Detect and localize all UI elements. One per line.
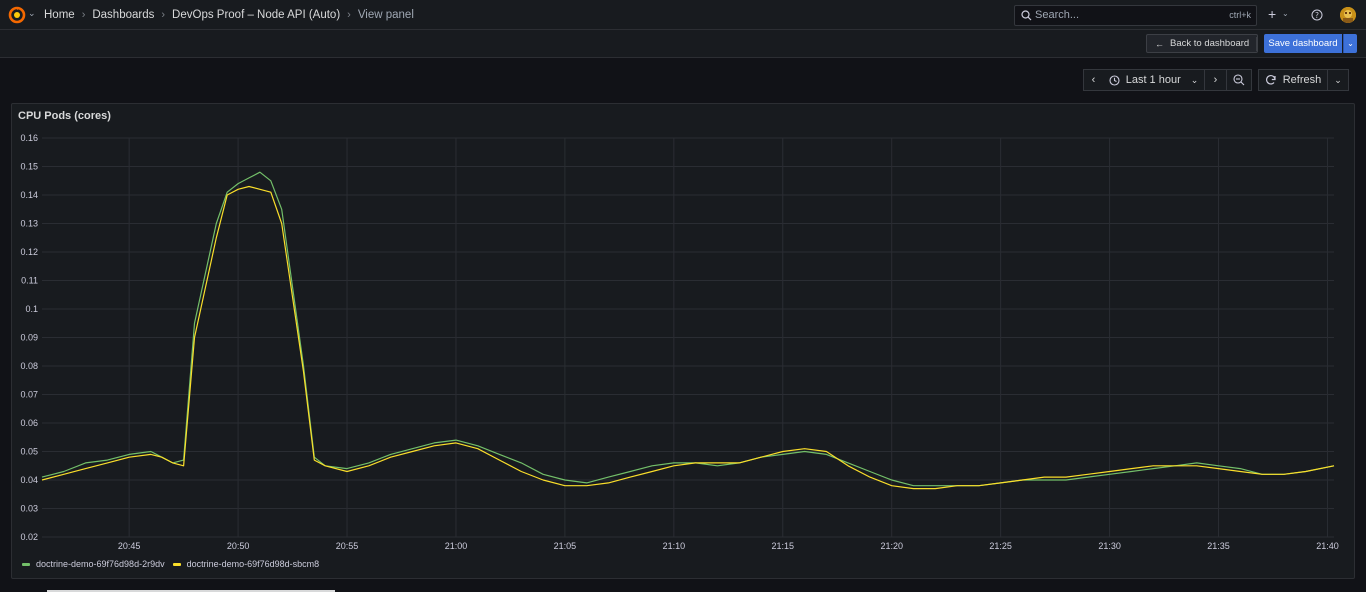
- y-tick-label: 0.08: [20, 361, 38, 371]
- search-shortcut: ctrl+k: [1229, 10, 1251, 20]
- y-tick-label: 0.04: [20, 475, 38, 485]
- x-tick-label: 21:35: [1207, 541, 1230, 551]
- breadcrumb: Home › Dashboards › DevOps Proof – Node …: [44, 0, 414, 30]
- legend-swatch: [22, 562, 30, 566]
- x-tick-label: 20:50: [227, 541, 250, 551]
- time-series-chart[interactable]: 0.02 0.03 0.04 0.05 0.06 0.07 0.08 0.09 0.1 0.11 0…: [12, 104, 1356, 580]
- chevron-down-icon[interactable]: ⌄: [28, 8, 36, 18]
- chevron-down-icon: ⌄: [1334, 74, 1342, 85]
- y-tick-label: 0.11: [21, 276, 38, 286]
- x-tick-label: 21:10: [663, 541, 686, 551]
- y-tick-label: 0.13: [20, 219, 38, 229]
- x-tick-label: 21:05: [554, 541, 577, 551]
- y-tick-label: 0.12: [20, 247, 38, 257]
- avatar[interactable]: [1340, 7, 1356, 23]
- y-tick-label: 0.16: [20, 133, 38, 143]
- breadcrumb-home[interactable]: Home: [44, 9, 75, 21]
- bottom-scroll-indicator: [47, 590, 335, 592]
- x-tick-label: 21:25: [989, 541, 1012, 551]
- chevron-right-icon: ›: [347, 9, 351, 21]
- x-tick-label: 20:55: [336, 541, 359, 551]
- save-dashboard-button[interactable]: Save dashboard: [1264, 34, 1342, 53]
- x-tick-label: 21:15: [772, 541, 795, 551]
- y-tick-label: 0.05: [20, 447, 38, 457]
- breadcrumb-dashboards[interactable]: Dashboards: [92, 9, 155, 21]
- chevron-down-icon[interactable]: ⌄: [1282, 9, 1289, 18]
- y-tick-label: 0.14: [20, 190, 38, 200]
- refresh-interval-dropdown[interactable]: ⌄: [1327, 69, 1349, 91]
- y-tick-label: 0.09: [20, 333, 38, 343]
- series-line-0: [41, 171, 1335, 487]
- user-avatar-icon: [1340, 7, 1356, 23]
- y-tick-label: 0.03: [20, 504, 38, 514]
- refresh-label: Refresh: [1282, 74, 1322, 86]
- time-range-picker[interactable]: Last 1 hour ⌄: [1103, 69, 1205, 91]
- search-placeholder: Search...: [1035, 9, 1080, 21]
- y-tick-label: 0.15: [20, 162, 38, 172]
- zoom-out-icon: [1233, 74, 1245, 86]
- x-tick-label: 21:00: [445, 541, 468, 551]
- time-back-button[interactable]: ‹: [1083, 69, 1104, 91]
- chevron-right-icon: ›: [161, 9, 166, 21]
- chevron-down-icon: ⌄: [1190, 74, 1199, 85]
- legend-item-2r9dv[interactable]: doctrine-demo-69f76d98d-2r9dv: [22, 559, 165, 569]
- chevron-right-icon: ›: [81, 9, 86, 21]
- refresh-icon: [1265, 74, 1276, 85]
- top-nav-bar: ⌄ Home › Dashboards › DevOps Proof – Nod…: [0, 0, 1366, 30]
- back-button-label: Back to dashboard: [1170, 38, 1250, 49]
- zoom-out-button[interactable]: [1227, 69, 1252, 91]
- x-tick-label: 21:20: [880, 541, 903, 551]
- time-forward-button[interactable]: ›: [1205, 69, 1227, 91]
- legend-item-sbcm8[interactable]: doctrine-demo-69f76d98d-sbcm8: [172, 559, 320, 569]
- search-input[interactable]: Search... ctrl+k: [1014, 5, 1257, 26]
- refresh-button[interactable]: Refresh: [1258, 69, 1328, 91]
- y-tick-label: 0.07: [20, 390, 38, 400]
- clock-icon: [1109, 74, 1120, 86]
- toolbar-divider: [1256, 37, 1257, 51]
- back-to-dashboard-button[interactable]: ← Back to dashboard: [1146, 34, 1259, 53]
- y-tick-label: 0.06: [20, 418, 38, 428]
- x-tick-label: 21:30: [1098, 541, 1121, 551]
- svg-text:?: ?: [1315, 11, 1319, 20]
- dashboard-toolbar: ← Back to dashboard Save dashboard ⌄: [0, 30, 1366, 58]
- grafana-logo-icon[interactable]: [8, 6, 26, 24]
- panel-title: CPU Pods (cores): [18, 110, 111, 122]
- add-button[interactable]: +: [1268, 6, 1277, 22]
- y-tick-label: 0.02: [20, 532, 38, 542]
- x-tick-label: 20:45: [118, 541, 141, 551]
- series-line-1: [41, 185, 1335, 490]
- breadcrumb-current: View panel: [357, 9, 414, 21]
- search-icon: [1021, 10, 1032, 21]
- time-range-label: Last 1 hour: [1125, 74, 1181, 86]
- x-tick-label: 21:40: [1316, 541, 1339, 551]
- legend-label: doctrine-demo-69f76d98d-2r9dv: [36, 559, 165, 569]
- legend-swatch: [172, 562, 181, 566]
- save-options-chevron-icon[interactable]: ⌄: [1343, 34, 1357, 53]
- help-icon[interactable]: ?: [1311, 9, 1323, 21]
- y-tick-label: 0.1: [25, 304, 38, 314]
- legend-label: doctrine-demo-69f76d98d-sbcm8: [186, 559, 320, 569]
- cpu-pods-panel: 0.02 0.03 0.04 0.05 0.06 0.07 0.08 0.09 0.1 0.11 0…: [11, 103, 1355, 579]
- chart-legend: doctrine-demo-69f76d98d-2r9dv doctrine-d…: [22, 559, 327, 569]
- arrow-left-icon: ←: [1155, 38, 1164, 49]
- breadcrumb-dashboard[interactable]: DevOps Proof – Node API (Auto): [172, 9, 341, 21]
